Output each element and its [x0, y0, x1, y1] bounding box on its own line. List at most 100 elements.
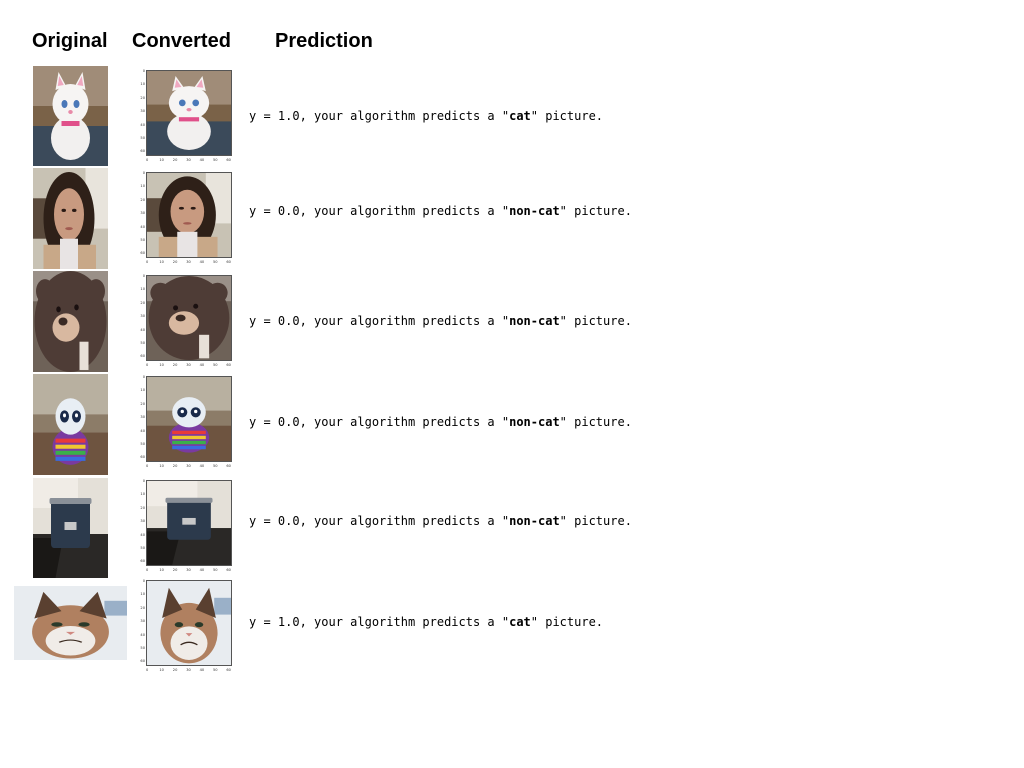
- prediction-suffix: " picture.: [559, 204, 632, 218]
- x-tick-label: 0: [146, 363, 149, 367]
- plot-y-ticks: 0 10 20 30 40 50 60: [136, 68, 146, 158]
- original-image: [33, 374, 108, 475]
- converted-plot: 0 10 20 30 40 50 60 0 10 20 30 40 50 60: [136, 273, 236, 373]
- y-tick-label: 60: [140, 455, 145, 460]
- prediction-label: non-cat: [509, 514, 560, 528]
- x-tick-label: 30: [186, 464, 191, 468]
- y-tick-label: 30: [140, 415, 145, 420]
- header-original: Original: [32, 30, 108, 52]
- y-tick-label: 0: [142, 69, 145, 73]
- converted-plot: 0 10 20 30 40 50 60 0 10 20 30 40 50 60: [136, 478, 236, 578]
- converted-image: [146, 275, 232, 361]
- plot-x-ticks: 0 10 20 30 40 50 60: [146, 463, 232, 471]
- y-tick-label: 50: [140, 238, 145, 242]
- prediction-prefix: y = 1.0, your algorithm predicts a ": [249, 109, 510, 123]
- original-image: [33, 271, 108, 372]
- converted-plot: 0 10 20 30 40 50 60 0 10 20 30 40 50 60: [136, 374, 236, 474]
- y-tick-label: 30: [140, 109, 145, 114]
- prediction-prefix: y = 0.0, your algorithm predicts a ": [249, 204, 510, 218]
- y-tick-label: 0: [142, 479, 145, 483]
- prediction-text: y = 1.0, your algorithm predicts a "cat"…: [249, 615, 603, 629]
- x-tick-label: 30: [186, 363, 191, 367]
- x-tick-label: 10: [159, 363, 164, 367]
- x-tick-label: 0: [146, 464, 149, 468]
- y-tick-label: 20: [140, 95, 145, 100]
- plot-x-ticks: 0 10 20 30 40 50 60: [146, 567, 232, 575]
- prediction-prefix: y = 0.0, your algorithm predicts a ": [249, 514, 510, 528]
- x-tick-label: 50: [213, 668, 218, 672]
- x-tick-label: 30: [186, 568, 191, 572]
- y-tick-label: 50: [140, 341, 145, 345]
- x-tick-label: 0: [146, 568, 149, 572]
- x-tick-label: 40: [199, 668, 205, 672]
- x-tick-label: 10: [159, 158, 164, 162]
- y-tick-label: 20: [140, 300, 145, 305]
- y-tick-label: 50: [140, 546, 145, 550]
- y-tick-label: 0: [142, 375, 145, 379]
- plot-y-ticks: 0 10 20 30 40 50 60: [136, 273, 146, 363]
- x-tick-label: 50: [213, 158, 218, 162]
- prediction-suffix: " picture.: [559, 415, 632, 429]
- y-tick-label: 30: [140, 519, 145, 524]
- x-tick-label: 0: [146, 158, 149, 162]
- original-image: [33, 478, 108, 578]
- plot-x-ticks: 0 10 20 30 40 50 60: [146, 362, 232, 370]
- x-tick-label: 60: [226, 260, 231, 264]
- x-tick-label: 40: [199, 568, 205, 572]
- y-tick-label: 40: [140, 428, 145, 433]
- y-tick-label: 60: [140, 149, 145, 154]
- x-tick-label: 10: [159, 260, 164, 264]
- x-tick-label: 40: [199, 363, 205, 367]
- plot-y-ticks: 0 10 20 30 40 50 60: [136, 478, 146, 568]
- x-tick-label: 40: [199, 464, 205, 468]
- x-tick-label: 10: [159, 668, 164, 672]
- y-tick-label: 30: [140, 619, 145, 624]
- y-tick-label: 10: [140, 184, 145, 189]
- prediction-text: y = 0.0, your algorithm predicts a "non-…: [249, 314, 632, 328]
- x-tick-label: 60: [226, 568, 231, 572]
- y-tick-label: 10: [140, 388, 145, 393]
- x-tick-label: 30: [186, 158, 191, 162]
- x-tick-label: 0: [146, 260, 149, 264]
- prediction-prefix: y = 1.0, your algorithm predicts a ": [249, 615, 510, 629]
- prediction-suffix: " picture.: [530, 615, 604, 629]
- y-tick-label: 50: [140, 136, 145, 140]
- y-tick-label: 0: [142, 171, 145, 175]
- y-tick-label: 40: [140, 224, 145, 229]
- x-tick-label: 40: [199, 158, 205, 162]
- prediction-label: non-cat: [509, 415, 560, 429]
- converted-image: [146, 172, 232, 258]
- prediction-prefix: y = 0.0, your algorithm predicts a ": [249, 314, 510, 328]
- x-tick-label: 40: [199, 260, 205, 264]
- prediction-label: cat: [509, 109, 531, 123]
- x-tick-label: 50: [213, 568, 218, 572]
- y-tick-label: 0: [142, 274, 145, 278]
- y-tick-label: 60: [140, 251, 145, 256]
- x-tick-label: 20: [172, 260, 178, 264]
- original-image: [33, 168, 108, 269]
- y-tick-label: 60: [140, 559, 145, 564]
- prediction-label: non-cat: [509, 314, 560, 328]
- y-tick-label: 60: [140, 659, 145, 664]
- x-tick-label: 20: [172, 568, 178, 572]
- prediction-suffix: " picture.: [559, 514, 632, 528]
- prediction-text: y = 0.0, your algorithm predicts a "non-…: [249, 204, 632, 218]
- prediction-label: cat: [509, 615, 531, 629]
- y-tick-label: 20: [140, 401, 145, 406]
- y-tick-label: 20: [140, 605, 145, 610]
- converted-image: [146, 376, 232, 462]
- y-tick-label: 10: [140, 287, 145, 292]
- converted-plot: 0 10 20 30 40 50 60 0 10 20 30 40 50 60: [136, 578, 236, 678]
- y-tick-label: 40: [140, 327, 145, 332]
- y-tick-label: 40: [140, 122, 145, 127]
- converted-image: [146, 70, 232, 156]
- x-tick-label: 10: [159, 464, 164, 468]
- converted-plot: 0 10 20 30 40 50 60 0 10 20 30 40 50 60: [136, 170, 236, 270]
- converted-image: [146, 480, 232, 566]
- plot-x-ticks: 0 10 20 30 40 50 60: [146, 259, 232, 267]
- original-image: [33, 66, 108, 166]
- x-tick-label: 20: [172, 464, 178, 468]
- x-tick-label: 10: [159, 568, 164, 572]
- y-tick-label: 10: [140, 82, 145, 87]
- y-tick-label: 60: [140, 354, 145, 359]
